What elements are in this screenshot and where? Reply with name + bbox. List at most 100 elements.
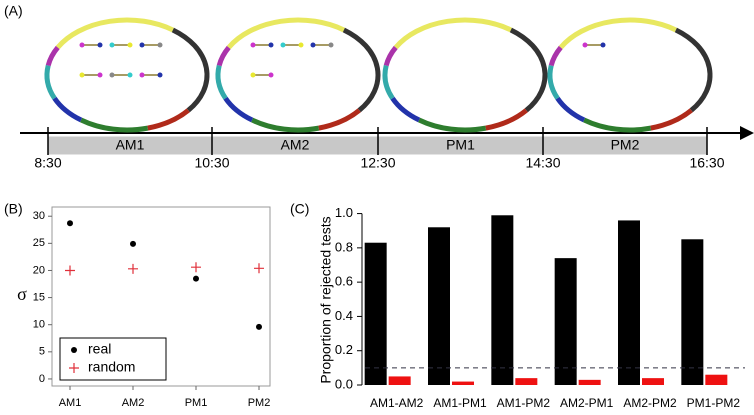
- legend-box: [59, 337, 167, 381]
- x-tick-label: AM1-PM1: [433, 396, 487, 410]
- ring-arc: [509, 27, 548, 113]
- x-tick-label: PM2: [248, 397, 271, 409]
- node: [127, 72, 133, 78]
- ring-arc: [251, 117, 320, 133]
- y-tick-label: 1.0: [335, 205, 353, 220]
- ring-arc: [390, 96, 421, 123]
- ring-arc: [318, 108, 361, 131]
- node: [97, 42, 103, 48]
- ring-arc: [558, 17, 677, 50]
- panel-label: (A): [4, 3, 23, 19]
- ring-arc: [485, 108, 528, 131]
- node: [600, 42, 606, 48]
- x-tick-label: PM1: [185, 397, 208, 409]
- ring-arc: [216, 45, 231, 67]
- ring-arc: [226, 17, 345, 50]
- ring-arc: [383, 45, 398, 67]
- x-tick-label: AM2-PM1: [560, 396, 614, 410]
- point: [128, 263, 138, 274]
- bar: [681, 239, 704, 385]
- point: [254, 263, 264, 274]
- y-tick-label: 25: [33, 237, 45, 249]
- y-axis-label: σ: [17, 284, 27, 304]
- ring-arc: [52, 96, 83, 123]
- node: [310, 42, 316, 48]
- y-tick-label: 5: [39, 346, 45, 358]
- node: [79, 42, 85, 48]
- point: [193, 275, 199, 282]
- session-label: AM2: [281, 137, 310, 153]
- ring-arc: [418, 117, 487, 133]
- y-tick-label: 30: [33, 210, 45, 222]
- time-label: 14:30: [525, 155, 560, 171]
- ring-arc: [80, 117, 149, 133]
- bar: [578, 379, 601, 385]
- session-label: PM1: [446, 137, 475, 153]
- ring-arc: [650, 108, 693, 131]
- legend-marker: [71, 347, 77, 353]
- node: [109, 72, 115, 78]
- y-axis-label: Proportion of rejected tests: [318, 216, 334, 383]
- ring-arc: [45, 45, 60, 67]
- session-label: AM1: [116, 137, 145, 153]
- bar: [618, 220, 640, 385]
- node: [582, 42, 588, 48]
- bar: [642, 378, 664, 385]
- time-label: 10:30: [194, 155, 229, 171]
- y-tick-label: 0.0: [335, 376, 353, 391]
- bar: [705, 374, 728, 385]
- timeline-arrow: [740, 126, 754, 140]
- legend-marker: [69, 363, 79, 373]
- x-tick-label: AM1-PM2: [497, 396, 551, 410]
- y-tick-label: 0.6: [335, 274, 353, 289]
- session-label: PM2: [611, 137, 640, 153]
- x-tick-label: AM2-PM2: [623, 396, 677, 410]
- bar: [452, 381, 474, 385]
- point: [65, 265, 75, 276]
- point: [256, 323, 262, 330]
- ring-arc: [55, 17, 174, 50]
- point: [67, 220, 73, 227]
- x-tick-label: AM1: [59, 397, 82, 409]
- bar: [515, 378, 538, 385]
- ring-arc: [674, 27, 713, 113]
- ring-arc: [342, 27, 381, 113]
- ring-arc: [147, 108, 190, 131]
- ring-arc: [583, 117, 652, 133]
- ring-arc: [171, 27, 210, 113]
- ring-arc: [215, 64, 228, 100]
- bar: [554, 258, 577, 385]
- node: [250, 42, 256, 48]
- bar: [388, 376, 411, 385]
- y-tick-label: 0.2: [335, 342, 353, 357]
- y-tick-label: 0.8: [335, 239, 353, 254]
- legend-label: real: [88, 341, 111, 357]
- y-tick-label: 0.4: [335, 308, 353, 323]
- node: [268, 42, 274, 48]
- bar: [428, 227, 450, 385]
- node: [97, 72, 103, 78]
- node: [139, 42, 145, 48]
- node: [139, 72, 145, 78]
- x-tick-label: AM2: [122, 397, 145, 409]
- time-label: 12:30: [360, 155, 395, 171]
- node: [157, 72, 163, 78]
- time-label: 16:30: [689, 155, 724, 171]
- y-tick-label: 10: [33, 319, 45, 331]
- ring-arc: [44, 64, 57, 100]
- node: [109, 42, 115, 48]
- node: [79, 72, 85, 78]
- y-tick-label: 0: [39, 373, 45, 385]
- node: [280, 42, 286, 48]
- ring-arc: [555, 96, 586, 123]
- node: [298, 42, 304, 48]
- node: [157, 42, 163, 48]
- x-tick-label: AM1-AM2: [370, 396, 424, 410]
- ring-arc: [223, 96, 254, 123]
- point: [191, 262, 201, 273]
- panel-label: (B): [4, 201, 23, 217]
- time-label: 8:30: [34, 155, 61, 171]
- panel-label: (C): [290, 201, 309, 217]
- ring-arc: [393, 17, 512, 50]
